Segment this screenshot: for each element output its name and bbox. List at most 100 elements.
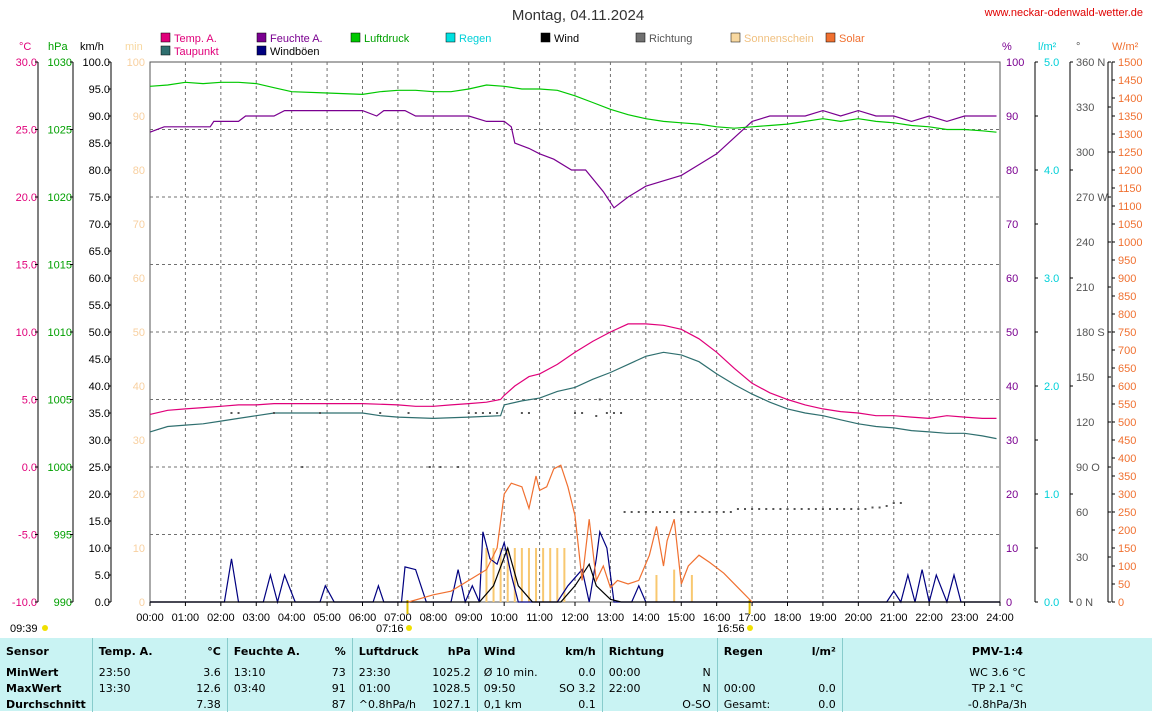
pressure-time: 01:00 (351, 680, 425, 696)
direction-point (620, 412, 623, 414)
x-tick-label: 19:00 (809, 612, 837, 624)
y-tick-humidity: 10 (1006, 543, 1018, 555)
direction-point (772, 508, 775, 510)
y-tick-wind: 5.0 (95, 570, 110, 582)
rain-time: Gesamt: (716, 696, 790, 712)
stats-table: Sensor Temp. A. °C Feuchte A. % Luftdruc… (0, 638, 1152, 712)
direction-point (694, 511, 697, 513)
x-tick-label: 20:00 (845, 612, 873, 624)
humidity-value: 73 (331, 665, 346, 679)
y-tick-pressure: 990 (54, 597, 72, 609)
y-tick-solar: 1150 (1118, 183, 1142, 195)
y-tick-sunshine: 20 (133, 489, 145, 501)
direction-point (379, 412, 382, 414)
y-tick-direction: 360 N (1076, 57, 1105, 69)
wind-value: 0.1 (578, 697, 596, 711)
direction-point (581, 412, 584, 414)
direction-point (701, 511, 704, 513)
axis-units: °C hPa km/h min % l/m² ° W/m² (19, 41, 1139, 53)
y-tick-solar: 1350 (1118, 111, 1142, 123)
direction-point (864, 508, 867, 510)
humidity-value: 87 (331, 697, 346, 711)
hdr-temp-unit: °C (207, 644, 221, 658)
legend-swatch-temp (160, 32, 171, 43)
legend-gusts: Windböen (270, 46, 320, 58)
direction-point (319, 412, 321, 414)
unit-pressure: hPa (48, 41, 68, 53)
series-luftdruck (149, 81, 997, 133)
legend-rain: Regen (459, 33, 491, 45)
direction-point (489, 412, 491, 414)
y-tick-sunshine: 90 (133, 111, 145, 123)
y-tick-solar: 150 (1118, 543, 1136, 555)
y-tick-solar: 50 (1118, 579, 1130, 591)
hdr-direction-unit (675, 638, 718, 664)
y-tick-direction: 150 (1076, 372, 1094, 384)
direction-point (892, 502, 895, 504)
x-tick-label: 21:00 (880, 612, 908, 624)
pressure-value: 1025.2 (432, 665, 471, 679)
x-tick-label: 03:00 (242, 612, 270, 624)
y-tick-sunshine: 30 (133, 435, 145, 447)
y-tick-pressure: 1015 (48, 260, 72, 272)
legend-dewpoint: Taupunkt (174, 46, 219, 58)
x-tick-label: 11:00 (526, 612, 553, 624)
legend-solar: Solar (839, 33, 865, 45)
y-tick-solar: 0 (1118, 597, 1124, 609)
y-tick-wind: 100.0 (82, 57, 110, 69)
direction-point (871, 506, 874, 509)
y-tick-wind: 25.0 (89, 462, 110, 474)
y-tick-solar: 900 (1118, 273, 1136, 285)
y-tick-direction: 180 S (1076, 327, 1105, 339)
unit-rain: l/m² (1038, 41, 1057, 53)
x-tick-label: 23:00 (951, 612, 979, 624)
direction-point (659, 511, 661, 513)
y-tick-humidity: 60 (1006, 273, 1018, 285)
direction-point (722, 511, 725, 513)
direction-point (736, 508, 739, 510)
y-tick-temp: -5.0 (18, 530, 37, 542)
x-tick-label: 05:00 (313, 612, 341, 624)
y-tick-solar: 1100 (1118, 201, 1142, 213)
y-tick-sunshine: 40 (133, 381, 145, 393)
y-tick-rain: 3.0 (1044, 273, 1059, 285)
y-tick-wind: 70.0 (89, 219, 110, 231)
x-tick-label: 13:00 (597, 612, 625, 624)
humidity-value: 91 (331, 681, 346, 695)
legend-swatch-pressure (350, 32, 361, 43)
direction-point (574, 412, 576, 414)
y-tick-temp: 30.0 (16, 57, 37, 69)
y-tick-direction: 60 (1076, 507, 1088, 519)
direction-point (474, 412, 477, 414)
y-tick-solar: 400 (1118, 453, 1136, 465)
direction-point (666, 511, 669, 513)
sunrise-icon (406, 625, 412, 631)
legend-swatch-humidity (256, 32, 267, 43)
y-tick-solar: 100 (1118, 561, 1136, 573)
legend-temp: Temp. A. (174, 33, 217, 45)
direction-point (744, 508, 746, 510)
rain-time: 00:00 (716, 680, 790, 696)
stats-row-max: MaxWert 13:30 12.6 03:40 91 01:00 1028.5… (0, 680, 1152, 696)
direction-point (301, 466, 304, 468)
series-temp-a- (149, 323, 997, 420)
pmv-value: -0.8hPa/3h (841, 696, 1152, 712)
y-tick-sunshine: 80 (133, 165, 145, 177)
y-tick-sunshine: 10 (133, 543, 145, 555)
site-url[interactable]: www.neckar-odenwald-wetter.de (984, 7, 1143, 19)
plot-area (149, 81, 1000, 605)
y-tick-pressure: 1000 (48, 462, 72, 474)
y-tick-sunshine: 0 (139, 597, 145, 609)
x-tick-label: 17:00 (738, 612, 766, 624)
legend-swatch-dewpoint (160, 45, 171, 56)
y-tick-wind: 20.0 (89, 489, 110, 501)
direction-point (237, 412, 240, 414)
pressure-value: 1028.5 (432, 681, 471, 695)
x-tick-label: 06:00 (349, 612, 377, 624)
legend-wind: Wind (554, 33, 579, 45)
y-tick-temp: 15.0 (16, 260, 37, 272)
legend-swatch-gusts (256, 45, 267, 56)
direction-point (481, 412, 484, 414)
hdr-wind: Wind (476, 638, 550, 664)
direction-point (807, 508, 810, 510)
